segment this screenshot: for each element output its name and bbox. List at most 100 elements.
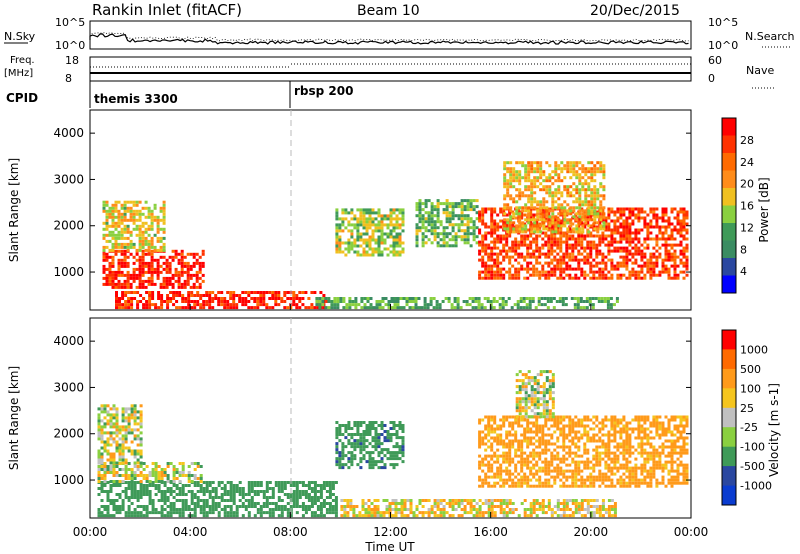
vel-cells-cell <box>338 463 342 467</box>
power-cells-cell <box>628 243 632 247</box>
power-cells-cell <box>541 273 545 277</box>
vel-cells-cell <box>133 449 137 453</box>
power-cells-cell <box>553 258 557 262</box>
power-cells-cell <box>596 221 600 225</box>
vel-cells-cell <box>100 458 104 462</box>
power-cells-cell <box>561 303 565 307</box>
power-cells-cell <box>433 232 437 236</box>
power-cells-cell <box>199 294 203 297</box>
vel-cells-cell <box>580 418 584 422</box>
vel-cells-cell <box>514 466 518 470</box>
power-cells-cell <box>652 237 656 241</box>
power-cells-cell <box>590 167 594 171</box>
power-cells-cell <box>426 303 430 307</box>
vel-cells-cell <box>520 424 524 428</box>
vel-cells-cell <box>505 418 509 422</box>
power-cells-cell <box>634 273 638 277</box>
power-cells-cell <box>649 255 653 259</box>
power-cells-cell <box>616 210 620 214</box>
vel-cells-cell <box>97 508 101 511</box>
power-cells-cell <box>189 267 193 271</box>
vel-cells-cell <box>97 434 101 438</box>
power-cells-cell <box>577 258 581 262</box>
vel-cells-cell <box>580 478 584 482</box>
power-cells-cell <box>640 228 644 232</box>
vel-cells-cell <box>280 487 284 490</box>
power-cells-cell <box>177 270 181 274</box>
vel-cells-cell <box>568 469 572 473</box>
vel-cells-cell <box>139 443 143 447</box>
power-cells-cell <box>271 306 275 310</box>
power-cells-cell <box>655 264 659 268</box>
vel-cells-cell <box>193 505 197 508</box>
power-cells-cell <box>368 253 372 257</box>
vel-cells-cell <box>121 443 125 447</box>
power-cells-cell <box>556 267 560 271</box>
power-cells-cell <box>289 297 293 300</box>
power-cells-cell <box>415 226 419 230</box>
power-cells-cell <box>536 209 540 213</box>
power-cells-cell <box>602 188 606 192</box>
vel-cells-cell <box>365 424 369 427</box>
power-cells-cell <box>457 205 461 209</box>
power-cells-cell <box>685 231 689 235</box>
vel-cells-cell <box>112 480 116 483</box>
power-cells-cell <box>186 273 190 277</box>
power-cells-cell <box>108 273 112 277</box>
power-cells-cell <box>186 267 190 271</box>
power-cells-cell <box>418 205 422 209</box>
power-cells-cell <box>368 211 372 215</box>
power-cells-cell <box>546 297 550 300</box>
vel-cells-cell <box>586 448 590 452</box>
power-cells-cell <box>150 258 154 262</box>
power-cells-cell <box>108 206 112 210</box>
power-cells-cell <box>383 232 387 236</box>
power-cells-cell <box>153 233 157 237</box>
vel-cells-cell <box>493 427 497 431</box>
vel-cells-cell <box>511 457 515 461</box>
power-cells-cell <box>108 267 112 271</box>
power-cells-cell <box>655 258 659 262</box>
vel-cells-cell <box>377 454 381 458</box>
power-cells-cell <box>506 188 510 192</box>
power-cells-cell <box>664 210 668 214</box>
power-cells-cell <box>530 197 534 201</box>
power-cells-cell <box>123 273 127 277</box>
power-cells-cell <box>162 218 166 222</box>
vel-cells-cell <box>118 443 122 447</box>
power-cells-cell <box>180 270 184 274</box>
power-cells-cell <box>643 252 647 256</box>
vel-cells-cell <box>238 490 242 493</box>
vel-cells-cell <box>151 474 155 477</box>
power-cells-cell <box>602 173 606 177</box>
power-cells-cell <box>117 221 121 225</box>
power-cells-cell <box>201 249 205 253</box>
power-cells-cell <box>521 194 525 198</box>
power-cells-cell <box>583 246 587 250</box>
vel-cells-cell <box>115 419 119 423</box>
vel-cells-cell <box>184 493 188 496</box>
power-cells-cell <box>533 170 537 174</box>
vel-cells-cell <box>356 445 360 449</box>
power-cells-cell <box>371 223 375 227</box>
vel-cells-cell <box>502 469 506 473</box>
power-cells-cell <box>327 300 331 303</box>
power-cells-cell <box>102 282 106 286</box>
vel-cells-cell <box>577 454 581 458</box>
vel-cells-cell <box>359 424 363 427</box>
power-cells-cell <box>634 231 638 235</box>
vel-cells-cell <box>553 481 557 485</box>
vel-cells-cell <box>151 502 155 505</box>
power-cells-cell <box>625 258 629 262</box>
power-cells-cell <box>471 306 475 310</box>
power-cells-cell <box>512 176 516 180</box>
power-cells-cell <box>577 261 581 265</box>
power-cells-cell <box>111 285 115 289</box>
vel-cells-cell <box>286 508 290 511</box>
power-cells-cell <box>545 176 549 180</box>
power-cells-cell <box>569 161 573 165</box>
vel-cells-cell <box>178 471 182 474</box>
y-tick-label: 2000 <box>53 219 84 233</box>
power-cells-cell <box>637 219 641 223</box>
power-cells-cell <box>159 209 163 213</box>
